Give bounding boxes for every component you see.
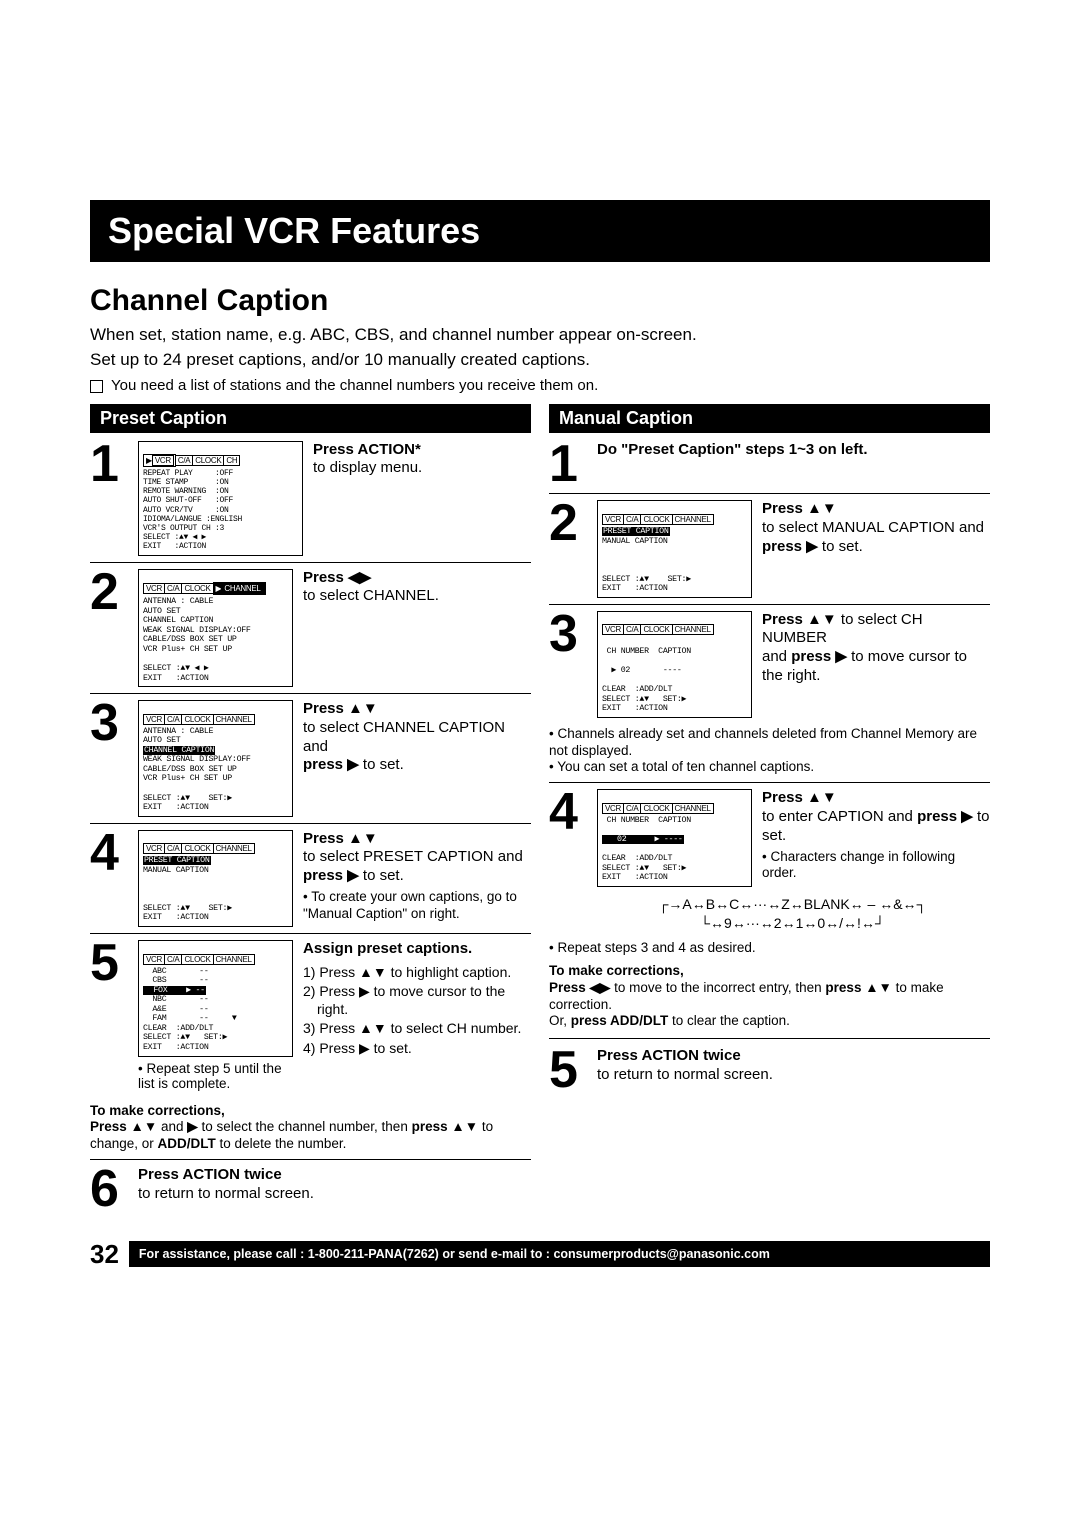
step-text: Press ACTION twiceto return to normal sc… [138,1166,531,1213]
osd-channel-caption: VCRC/ACLOCKCHANNELANTENNA : CABLE AUTO S… [138,700,293,817]
step-text: Press ACTION twiceto return to normal sc… [597,1047,990,1094]
step-number: 1 [549,441,587,488]
osd-vcr-menu: ▶VCRC/ACLOCKCHREPEAT PLAY :OFF TIME STAM… [138,441,303,556]
page-number: 32 [90,1239,119,1270]
section-title: Channel Caption [90,284,990,318]
step-number: 5 [90,940,128,1091]
page-banner: Special VCR Features [90,200,990,262]
note-icon [90,380,103,393]
preset-step-3: 3 VCRC/ACLOCKCHANNELANTENNA : CABLE AUTO… [90,700,531,824]
columns: Preset Caption 1 ▶VCRC/ACLOCKCHREPEAT PL… [90,404,990,1225]
preset-column: Preset Caption 1 ▶VCRC/ACLOCKCHREPEAT PL… [90,404,531,1225]
step-text: Press ▲▼ to select CH NUMBERand press ▶ … [762,611,990,718]
footer-text: For assistance, please call : 1-800-211-… [129,1241,990,1267]
step-number: 2 [90,569,128,688]
osd-caption-entry: VCRC/ACLOCKCHANNEL CH NUMBER CAPTION 02 … [597,789,752,886]
osd-channel-menu: VCRC/ACLOCK▶CHANNELANTENNA : CABLE AUTO … [138,569,293,688]
step-number: 1 [90,441,128,556]
note-row: You need a list of stations and the chan… [90,377,990,394]
manual-step-2: 2 VCRC/ACLOCKCHANNELPRESET CAPTION MANUA… [549,500,990,604]
footer: 32 For assistance, please call : 1-800-2… [90,1239,990,1270]
preset-step-6: 6 Press ACTION twiceto return to normal … [90,1166,531,1219]
step-text: Press ▲▼to select PRESET CAPTION andpres… [303,830,531,927]
preset-step-2: 2 VCRC/ACLOCK▶CHANNELANTENNA : CABLE AUT… [90,569,531,695]
preset-step-1: 1 ▶VCRC/ACLOCKCHREPEAT PLAY :OFF TIME ST… [90,441,531,563]
step-text: Press ◀▶to select CHANNEL. [303,569,531,688]
manual-step-5: 5 Press ACTION twiceto return to normal … [549,1047,990,1100]
manual-column: Manual Caption 1 Do "Preset Caption" ste… [549,404,990,1225]
intro-line-2: Set up to 24 preset captions, and/or 10 … [90,349,990,370]
osd-preset-caption: VCRC/ACLOCKCHANNELPRESET CAPTION MANUAL … [138,830,293,927]
manual-step-3: 3 VCRC/ACLOCKCHANNEL CH NUMBER CAPTION ▶… [549,611,990,720]
manual-notes: Channels already set and channels delete… [549,726,990,777]
osd-station-list: VCRC/ACLOCKCHANNEL ABC -- CBS -- FOX ▶ -… [138,940,293,1057]
note-text: You need a list of stations and the chan… [111,377,598,394]
preset-header: Preset Caption [90,404,531,433]
step-text: Do "Preset Caption" steps 1~3 on left. [597,441,990,488]
manual-header: Manual Caption [549,404,990,433]
step-number: 4 [90,830,128,927]
osd-manual-caption: VCRC/ACLOCKCHANNELPRESET CAPTION MANUAL … [597,500,752,597]
step-text: Press ACTION*to display menu. [313,441,531,556]
preset-step-4: 4 VCRC/ACLOCKCHANNELPRESET CAPTION MANUA… [90,830,531,934]
page: Special VCR Features Channel Caption Whe… [0,0,1080,1310]
step-number: 6 [90,1166,128,1213]
step-number: 2 [549,500,587,597]
manual-step-4: 4 VCRC/ACLOCKCHANNEL CH NUMBER CAPTION 0… [549,789,990,888]
step-text: Press ▲▼to select MANUAL CAPTION andpres… [762,500,990,597]
preset-step-5: 5 VCRC/ACLOCKCHANNEL ABC -- CBS -- FOX ▶… [90,940,531,1097]
step-text: Press ▲▼to enter CAPTION and press ▶ to … [762,789,990,886]
step-text: Assign preset captions. 1) Press ▲▼ to h… [303,940,531,1091]
char-sequence: ┌→A↔B↔C↔···↔Z↔BLANK↔ – ↔&↔┐ └↔9↔···↔2↔1↔… [595,895,990,934]
step-number: 3 [549,611,587,718]
manual-repeat: Repeat steps 3 and 4 as desired. [549,940,990,957]
intro-line-1: When set, station name, e.g. ABC, CBS, a… [90,324,990,345]
step-number: 3 [90,700,128,817]
step-number: 4 [549,789,587,886]
preset-corrections: To make corrections, Press ▲▼ and ▶ to s… [90,1103,531,1154]
osd-ch-number: VCRC/ACLOCKCHANNEL CH NUMBER CAPTION ▶ 0… [597,611,752,718]
manual-corrections: To make corrections, Press ◀▶ to move to… [549,963,990,1031]
step-text: Press ▲▼to select CHANNEL CAPTION andpre… [303,700,531,817]
manual-step-1: 1 Do "Preset Caption" steps 1~3 on left. [549,441,990,495]
step-number: 5 [549,1047,587,1094]
